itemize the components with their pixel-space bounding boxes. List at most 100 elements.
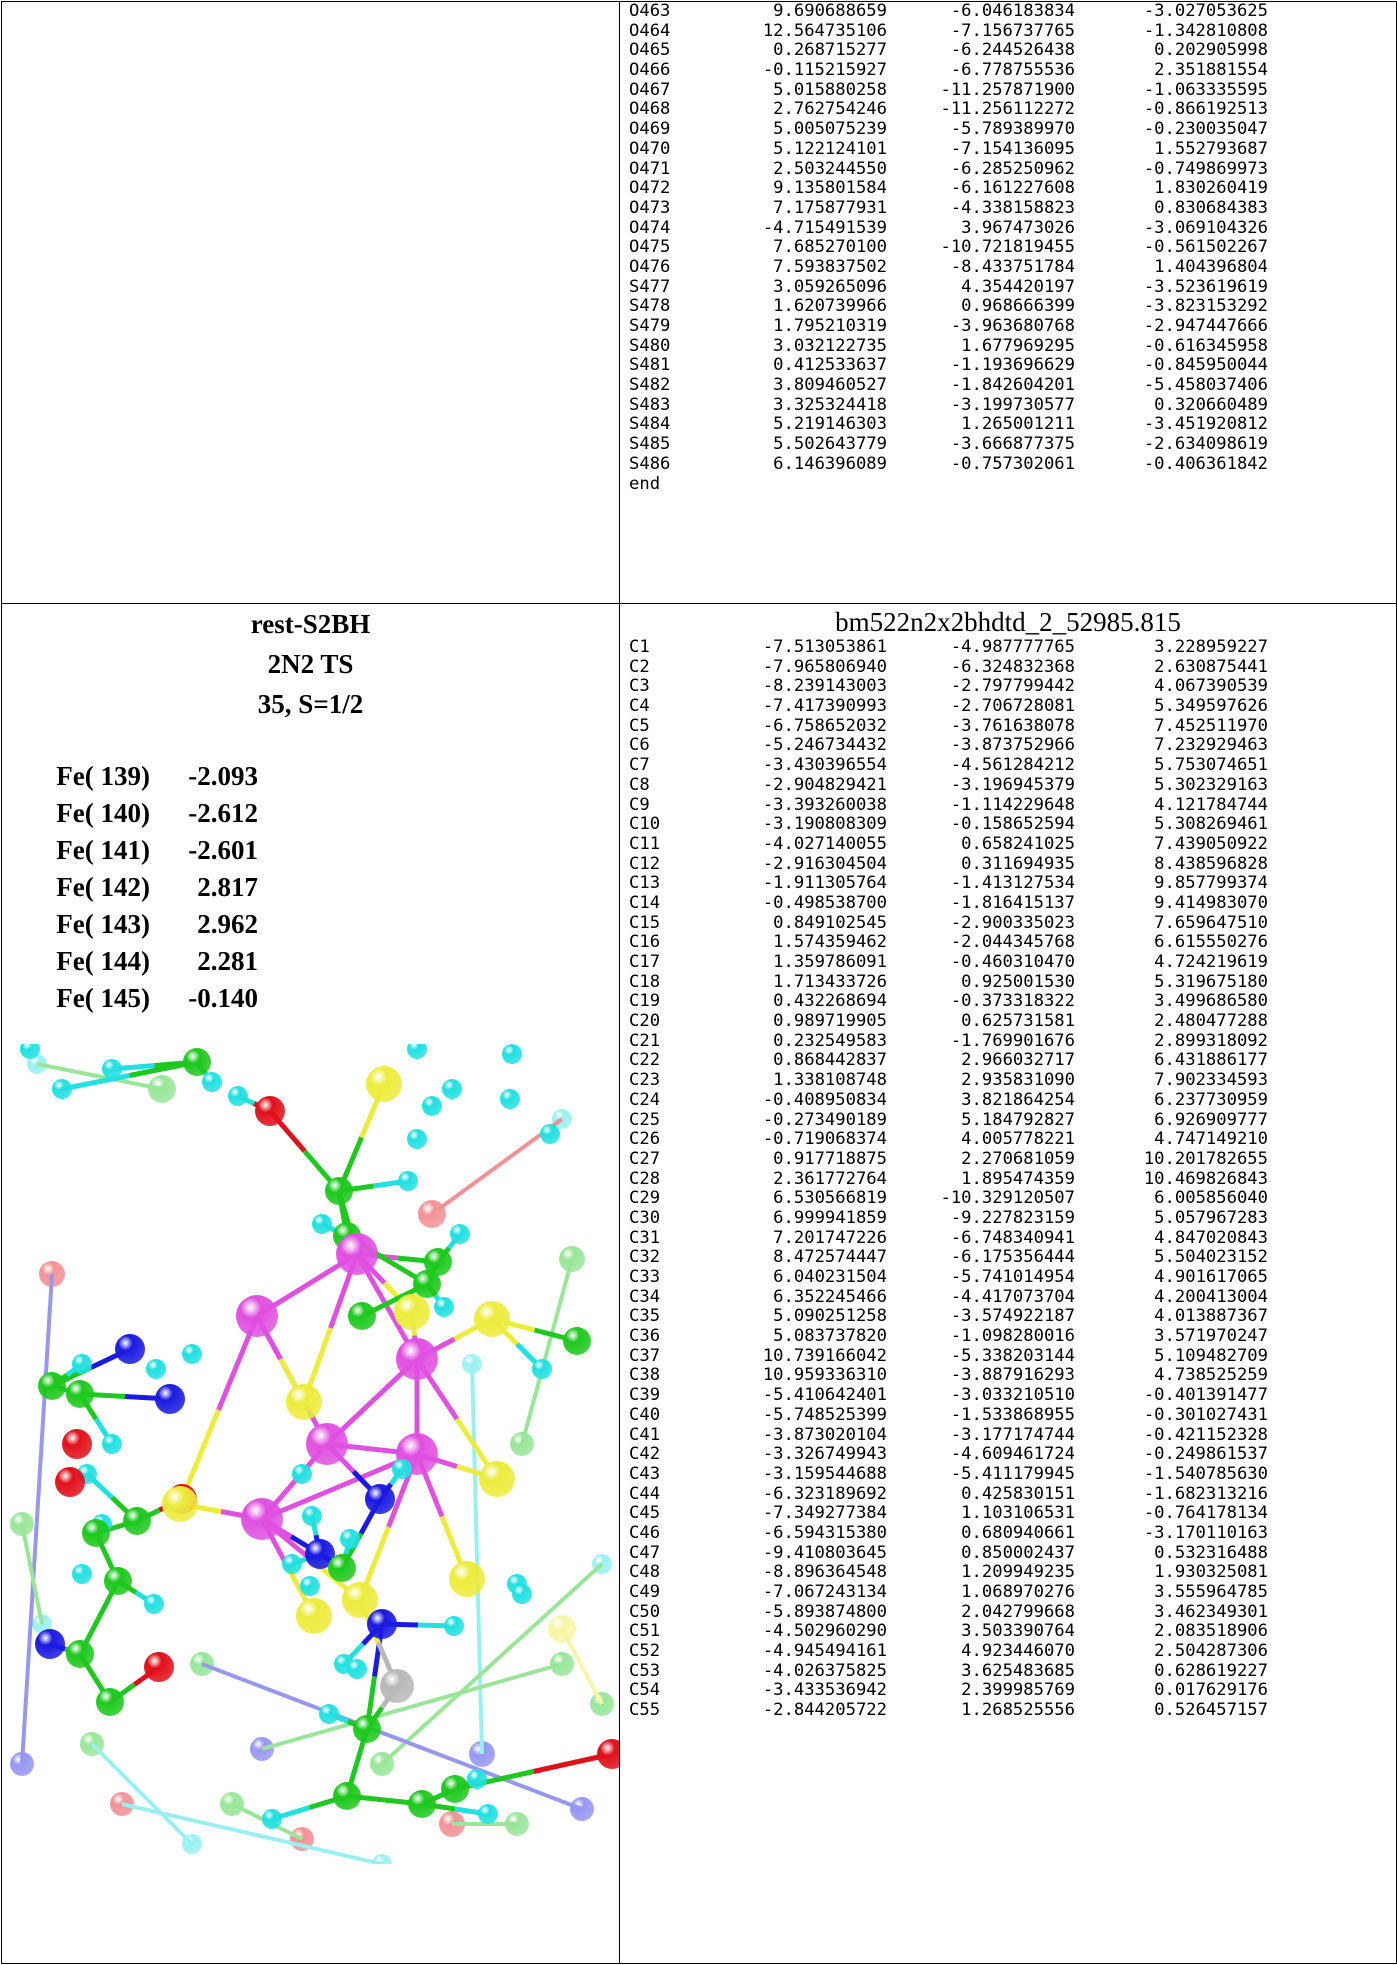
y-coordinate: 0.625731581: [961, 1012, 1075, 1032]
atom: [236, 1295, 278, 1337]
background-atom: [32, 1614, 52, 1634]
atom-label: S480: [629, 336, 671, 356]
y-coordinate: 1.209949235: [961, 1563, 1075, 1583]
coordinate-row: C21 0.232549583 -1.769901676 2.899318092: [629, 1032, 1396, 1052]
x-coordinate: 8.472574447: [773, 1248, 887, 1268]
z-coordinate: 4.738525259: [1154, 1366, 1268, 1386]
y-coordinate: 3.503390764: [961, 1622, 1075, 1642]
z-coordinate: 5.109482709: [1154, 1346, 1268, 1366]
coordinate-row: C1 -7.513053861 -4.987777765 3.228959227: [629, 638, 1396, 658]
atom: [35, 1629, 65, 1659]
atom: [319, 1704, 339, 1724]
y-coordinate: -2.797799442: [950, 677, 1075, 697]
atom: [96, 1688, 124, 1716]
atom: [102, 1059, 122, 1079]
atom-label: S486: [629, 454, 671, 474]
atom-label: O475: [629, 238, 671, 258]
coordinate-row: O466 -0.115215927 -6.778755536 2.351881554: [629, 61, 1396, 81]
structure-name: rest-S2BH: [250, 609, 371, 639]
z-coordinate: 6.237730959: [1154, 1090, 1268, 1110]
atom: [305, 1539, 335, 1569]
z-coordinate: 9.414983070: [1154, 893, 1268, 913]
z-coordinate: 6.005856040: [1154, 1189, 1268, 1209]
x-coordinate: -3.433536942: [762, 1681, 887, 1701]
y-coordinate: 4.923446070: [961, 1642, 1075, 1662]
x-coordinate: 7.593837502: [773, 257, 887, 277]
atom: [366, 1066, 402, 1102]
atom-label: C10: [629, 815, 661, 835]
x-coordinate: 0.868442837: [773, 1051, 887, 1071]
y-coordinate: 1.103106531: [961, 1504, 1075, 1524]
atom: [82, 1519, 110, 1547]
z-coordinate: -0.230035047: [1143, 120, 1268, 140]
z-coordinate: 0.628619227: [1154, 1661, 1268, 1681]
coordinate-row: C43 -3.159544688 -5.411179945 -1.540785630: [629, 1465, 1396, 1485]
y-coordinate: 0.658241025: [961, 834, 1075, 854]
atom-label: C49: [629, 1583, 661, 1602]
background-atom: [39, 1261, 65, 1287]
background-atom: [250, 1737, 274, 1761]
z-coordinate: 9.857799374: [1154, 874, 1268, 894]
x-coordinate: 1.359786091: [773, 953, 887, 972]
coordinate-row: C2 -7.965806940 -6.324832368 2.630875441: [629, 658, 1396, 678]
atom: [306, 1423, 348, 1465]
x-coordinate: -4.026375825: [762, 1661, 887, 1681]
y-coordinate: 0.968666399: [961, 297, 1075, 317]
y-coordinate: -2.900335023: [950, 913, 1075, 933]
z-coordinate: 7.902334593: [1154, 1071, 1268, 1091]
x-coordinate: -8.239143003: [762, 677, 887, 697]
spin-atom-label: Fe( 141): [56, 835, 150, 865]
y-coordinate: -2.706728081: [950, 697, 1075, 717]
background-bond: [380, 1562, 604, 1766]
atom-label: S482: [629, 376, 671, 396]
x-coordinate: 3.032122735: [773, 336, 887, 356]
atom-label: C7: [629, 756, 650, 776]
x-coordinate: -5.246734432: [762, 736, 887, 756]
structure-info: rest-S2BH 2N2 TS 35, S=1/2: [2, 604, 619, 724]
x-coordinate: -0.719068374: [762, 1130, 887, 1150]
x-coordinate: 2.503244550: [773, 159, 887, 179]
atom-label: O470: [629, 139, 671, 159]
spin-value: 2.281: [197, 946, 258, 976]
atom-label: C20: [629, 1012, 661, 1032]
coordinate-row: O472 9.135801584 -6.161227608 1.830260419: [629, 179, 1396, 199]
coordinate-row: C24 -0.408950834 3.821864254 6.237730959: [629, 1091, 1396, 1111]
x-coordinate: 7.175877931: [773, 198, 887, 218]
atom: [123, 1507, 151, 1535]
atom-label: S478: [629, 297, 671, 317]
z-coordinate: 0.526457157: [1154, 1701, 1268, 1721]
x-coordinate: 9.135801584: [773, 179, 887, 199]
z-coordinate: 0.532316488: [1154, 1543, 1268, 1563]
z-coordinate: -3.027053625: [1143, 2, 1268, 21]
coordinate-row: C52 -4.945494161 4.923446070 2.504287306: [629, 1642, 1396, 1662]
table-row-top: O463 9.690688659 -6.046183834 -3.027053625 O…: [1, 1, 1397, 604]
atom: [380, 1669, 414, 1703]
background-atom: [10, 1752, 34, 1776]
z-coordinate: 0.320660489: [1154, 395, 1268, 415]
spin-value: -0.140: [188, 983, 258, 1013]
atom: [408, 1790, 436, 1818]
atom: [72, 1354, 92, 1374]
x-coordinate: -7.513053861: [762, 638, 887, 657]
atom-label: C55: [629, 1701, 661, 1721]
x-coordinate: 5.090251258: [773, 1307, 887, 1327]
y-coordinate: -3.177174744: [950, 1425, 1075, 1445]
atom-label: C53: [629, 1661, 661, 1681]
spin-row: Fe( 142) 2.817: [2, 869, 619, 906]
atom: [282, 1554, 302, 1574]
y-coordinate: -10.329120507: [940, 1189, 1075, 1209]
background-atom: [590, 1692, 614, 1716]
coordinate-row: S481 0.412533637 -1.193696629 -0.845950044: [629, 356, 1396, 376]
y-coordinate: -8.433751784: [950, 257, 1075, 277]
spin-row: Fe( 143) 2.962: [2, 906, 619, 943]
y-coordinate: -0.460310470: [950, 953, 1075, 972]
atom: [296, 1598, 332, 1634]
molecule-background-atoms: [10, 1054, 614, 1864]
y-coordinate: -7.156737765: [950, 21, 1075, 41]
end-marker: end: [629, 473, 661, 494]
x-coordinate: 0.268715277: [773, 41, 887, 61]
atom: [442, 1079, 462, 1099]
background-bond: [470, 1363, 484, 1755]
z-coordinate: -5.458037406: [1143, 376, 1268, 396]
y-coordinate: -7.154136095: [950, 139, 1075, 159]
